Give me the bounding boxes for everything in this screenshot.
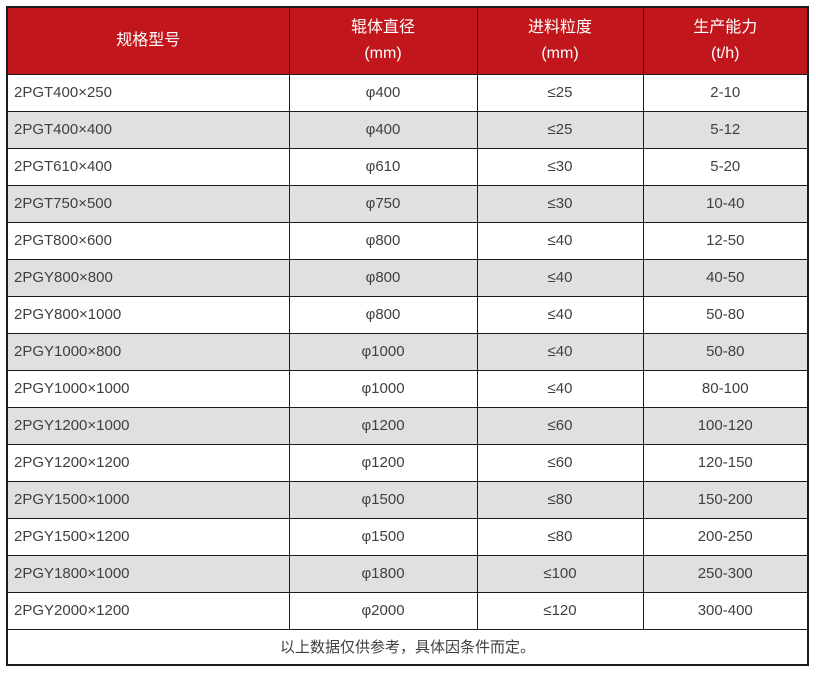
table-cell: φ1000 (288, 332, 478, 371)
table-cell: φ750 (288, 184, 478, 223)
table-cell: ≤80 (476, 517, 644, 556)
table-cell: 2PGY1500×1000 (6, 480, 290, 519)
table-row: 2PGY1500×1000 φ1500 ≤80 150-200 (6, 480, 809, 519)
table-cell: 100-120 (642, 406, 809, 445)
table-row: 2PGT400×400 φ400 ≤25 5-12 (6, 110, 809, 149)
column-header-line1: 辊体直径 (350, 18, 415, 36)
table-cell: 2-10 (642, 73, 809, 112)
footnote-row: 以上数据仅供参考，具体因条件而定。 (6, 628, 809, 666)
table-cell: ≤60 (476, 443, 644, 482)
table-cell: 2PGT610×400 (6, 147, 290, 186)
table-cell: φ800 (288, 258, 478, 297)
table-row: 2PGT610×400 φ610 ≤30 5-20 (6, 147, 809, 186)
table-cell: ≤40 (476, 295, 644, 334)
column-header-0: 规格型号 (6, 6, 290, 75)
table-row: 2PGY2000×1200 φ2000 ≤120 300-400 (6, 591, 809, 630)
table-cell: φ800 (288, 295, 478, 334)
table-row: 2PGT800×600 φ800 ≤40 12-50 (6, 221, 809, 260)
table-cell: ≤30 (476, 147, 644, 186)
spec-table-header: 规格型号 辊体直径 (mm) 进料粒度 (mm) 生产能力 (t/h) (6, 6, 809, 75)
table-row: 2PGT750×500 φ750 ≤30 10-40 (6, 184, 809, 223)
table-cell: 5-20 (642, 147, 809, 186)
table-cell: 250-300 (642, 554, 809, 593)
table-cell: 200-250 (642, 517, 809, 556)
table-row: 2PGY800×1000 φ800 ≤40 50-80 (6, 295, 809, 334)
table-row: 2PGY1000×800 φ1000 ≤40 50-80 (6, 332, 809, 371)
table-cell: 12-50 (642, 221, 809, 260)
table-cell: 2PGY1200×1200 (6, 443, 290, 482)
column-header-line1: 进料粒度 (527, 18, 592, 36)
column-header-3: 生产能力 (t/h) (642, 6, 809, 75)
table-cell: φ1200 (288, 406, 478, 445)
table-cell: ≤25 (476, 110, 644, 149)
column-header-2: 进料粒度 (mm) (476, 6, 644, 75)
table-row: 2PGY1200×1200 φ1200 ≤60 120-150 (6, 443, 809, 482)
table-cell: 2PGY1500×1200 (6, 517, 290, 556)
table-cell: 2PGT800×600 (6, 221, 290, 260)
table-cell: ≤40 (476, 258, 644, 297)
table-cell: φ1500 (288, 517, 478, 556)
table-cell: 40-50 (642, 258, 809, 297)
table-cell: ≤40 (476, 369, 644, 408)
table-row: 2PGY800×800 φ800 ≤40 40-50 (6, 258, 809, 297)
table-cell: ≤120 (476, 591, 644, 630)
spec-table-container: 规格型号 辊体直径 (mm) 进料粒度 (mm) 生产能力 (t/h) 2PGT400×25… (6, 6, 809, 666)
table-row: 2PGY1800×1000 φ1800 ≤100 250-300 (6, 554, 809, 593)
table-cell: φ800 (288, 221, 478, 260)
table-cell: 2PGY1000×800 (6, 332, 290, 371)
table-cell: 5-12 (642, 110, 809, 149)
table-cell: φ1200 (288, 443, 478, 482)
table-cell: ≤30 (476, 184, 644, 223)
table-row: 2PGY1200×1000 φ1200 ≤60 100-120 (6, 406, 809, 445)
column-header-1: 辊体直径 (mm) (288, 6, 478, 75)
column-header-line2: (mm) (364, 44, 402, 62)
table-cell: 2PGY1200×1000 (6, 406, 290, 445)
table-cell: 2PGY800×1000 (6, 295, 290, 334)
table-cell: φ400 (288, 110, 478, 149)
table-cell: φ400 (288, 73, 478, 112)
table-cell: 150-200 (642, 480, 809, 519)
table-cell: φ2000 (288, 591, 478, 630)
table-cell: 2PGT400×250 (6, 73, 290, 112)
table-cell: ≤60 (476, 406, 644, 445)
column-header-line1: 生产能力 (693, 18, 758, 36)
table-cell: 2PGY1800×1000 (6, 554, 290, 593)
footnote-text: 以上数据仅供参考，具体因条件而定。 (6, 628, 809, 666)
table-row: 2PGT400×250 φ400 ≤25 2-10 (6, 73, 809, 112)
table-cell: 300-400 (642, 591, 809, 630)
table-cell: φ1800 (288, 554, 478, 593)
table-cell: φ610 (288, 147, 478, 186)
table-cell: ≤40 (476, 221, 644, 260)
table-cell: 2PGT400×400 (6, 110, 290, 149)
table-cell: 80-100 (642, 369, 809, 408)
table-cell: φ1000 (288, 369, 478, 408)
table-cell: 2PGT750×500 (6, 184, 290, 223)
spec-table-footer: 以上数据仅供参考，具体因条件而定。 (6, 628, 809, 666)
table-cell: 2PGY1000×1000 (6, 369, 290, 408)
column-header-line2: (t/h) (711, 44, 740, 62)
table-cell: φ1500 (288, 480, 478, 519)
table-cell: 120-150 (642, 443, 809, 482)
table-cell: ≤80 (476, 480, 644, 519)
table-cell: 10-40 (642, 184, 809, 223)
column-header-line2: (mm) (541, 44, 579, 62)
table-cell: 50-80 (642, 332, 809, 371)
table-cell: ≤100 (476, 554, 644, 593)
table-cell: ≤40 (476, 332, 644, 371)
header-row: 规格型号 辊体直径 (mm) 进料粒度 (mm) 生产能力 (t/h) (6, 6, 809, 75)
table-cell: ≤25 (476, 73, 644, 112)
table-cell: 2PGY800×800 (6, 258, 290, 297)
table-row: 2PGY1000×1000 φ1000 ≤40 80-100 (6, 369, 809, 408)
column-header-line1: 规格型号 (116, 31, 181, 49)
table-cell: 50-80 (642, 295, 809, 334)
table-row: 2PGY1500×1200 φ1500 ≤80 200-250 (6, 517, 809, 556)
spec-table: 规格型号 辊体直径 (mm) 进料粒度 (mm) 生产能力 (t/h) 2PGT400×25… (6, 6, 809, 666)
table-cell: 2PGY2000×1200 (6, 591, 290, 630)
spec-table-body: 2PGT400×250 φ400 ≤25 2-10 2PGT400×400 φ400 ≤25… (6, 73, 809, 630)
